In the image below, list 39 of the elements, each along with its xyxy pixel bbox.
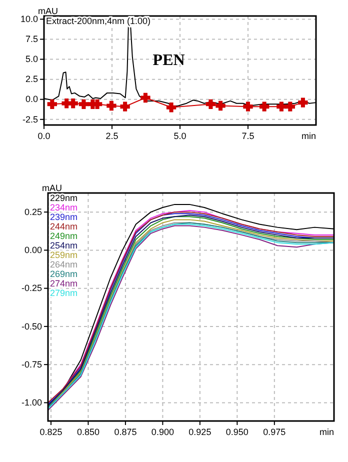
- text: 279nm: [50, 288, 78, 298]
- y-tick-label: -2.5: [22, 114, 38, 124]
- x-tick-label: 0.900: [151, 427, 174, 437]
- text: 239nm: [50, 212, 78, 222]
- x-tick-label: 0.825: [40, 427, 62, 437]
- text: 244nm: [50, 222, 78, 232]
- text: 229nm: [50, 193, 78, 203]
- y-tick-label: -0.50: [21, 321, 42, 332]
- annotation: PEN: [152, 52, 186, 70]
- y-axis-title: mAU: [42, 183, 62, 193]
- y-tick-label: 5.0: [25, 54, 38, 64]
- x-tick-label: 7.5: [242, 131, 254, 141]
- y-tick-label: 10.0: [20, 14, 38, 24]
- x-tick-label: 0.925: [188, 427, 212, 437]
- x-axis-title: min: [319, 427, 334, 437]
- y-tick-label: 0.25: [24, 206, 42, 217]
- x-tick-label: 0.0: [38, 131, 50, 141]
- x-tick-label: 2.5: [106, 131, 118, 141]
- y-axis-title: mAU: [38, 6, 58, 16]
- x-tick-label: 0.850: [76, 427, 100, 437]
- y-tick-label: 7.5: [25, 34, 38, 44]
- x-axis-title: min: [301, 131, 316, 141]
- y-tick-label: -0.75: [21, 359, 42, 370]
- text: 259nm: [50, 250, 78, 260]
- x-tick-label: 5.0: [174, 131, 186, 141]
- y-tick-label: 2.5: [25, 74, 38, 84]
- y-tick-label: -0.25: [21, 283, 42, 294]
- y-tick-label: -1.00: [21, 398, 42, 408]
- x-tick-label: 0.875: [114, 427, 137, 437]
- text: 249nm: [50, 231, 78, 241]
- x-tick-label: 0.950: [226, 427, 248, 437]
- text: 274nm: [50, 278, 78, 288]
- text: 234nm: [50, 202, 78, 212]
- y-tick-label: 0.00: [24, 245, 42, 256]
- text: 269nm: [50, 269, 78, 279]
- x-tick-label: 0.975: [263, 427, 286, 437]
- text: 264nm: [50, 260, 78, 270]
- y-tick-label: 0.0: [25, 94, 38, 104]
- text: 254nm: [50, 240, 78, 250]
